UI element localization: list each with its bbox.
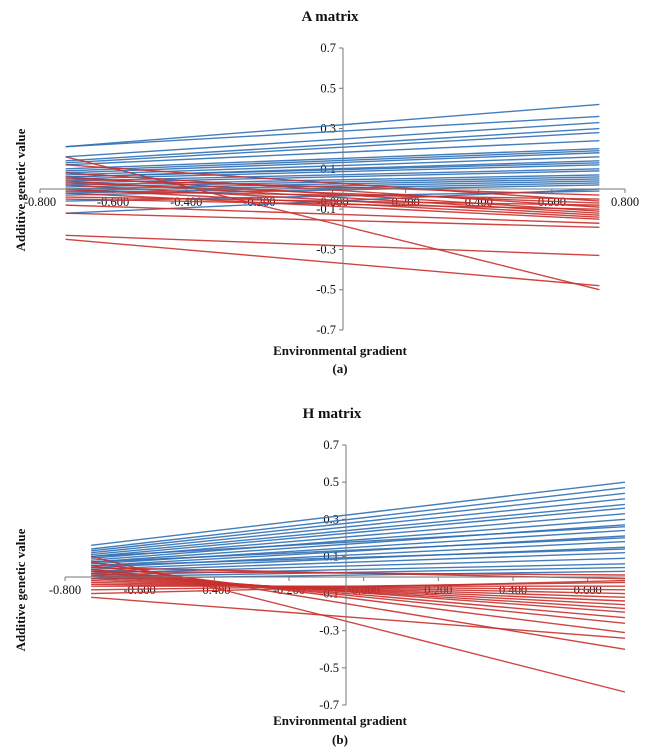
y-tick-label: -0.3	[319, 624, 339, 638]
series-line-blue	[65, 152, 600, 174]
x-tick-label: -0.800	[49, 583, 81, 597]
series-line-red	[65, 188, 600, 218]
series-line-blue	[65, 131, 600, 164]
y-tick-label: -0.7	[319, 698, 339, 712]
series-line-blue	[65, 139, 600, 166]
series-line-blue	[65, 182, 600, 194]
series-line-blue	[91, 537, 626, 563]
series-line-blue	[65, 156, 600, 176]
series-line-blue	[65, 178, 600, 190]
series-line-blue	[91, 548, 626, 567]
series-line-blue	[91, 563, 626, 576]
panel-caption: (b)	[332, 732, 348, 747]
x-axis-label: Environmental gradient	[273, 343, 407, 358]
series-line-red	[65, 238, 600, 287]
series-line-blue	[65, 176, 600, 188]
y-tick-label: 0.7	[320, 41, 336, 55]
series-line-red	[65, 234, 600, 257]
series-line-red	[65, 198, 600, 210]
series-line-red	[65, 184, 600, 216]
series-line-blue	[65, 127, 600, 162]
series-line-blue	[65, 103, 600, 148]
chart-title: A matrix	[301, 9, 359, 25]
y-tick-label: -0.7	[316, 323, 336, 337]
y-axis-label: Additive genetic value	[13, 128, 28, 251]
series-line-red	[91, 579, 626, 595]
x-axis-label: Environmental gradient	[273, 713, 407, 728]
series-line-red	[91, 572, 626, 613]
series-line-red	[91, 581, 626, 595]
series-line-blue	[91, 507, 626, 558]
panel-b: H matrix 0.70.50.30.1-0.1-0.3-0.5-0.7 -0…	[13, 406, 626, 747]
series-line-blue	[91, 524, 626, 563]
series-line-red	[65, 196, 600, 206]
series-line-blue	[91, 487, 626, 550]
series-line-red	[65, 212, 600, 228]
series-line-blue	[65, 115, 600, 148]
y-tick-label: 0.3	[320, 122, 336, 136]
series-line-blue	[91, 546, 626, 571]
series-line-blue	[91, 552, 626, 572]
series-line-blue	[91, 535, 626, 567]
series-line-red	[65, 172, 600, 208]
series-line-blue	[91, 492, 626, 552]
series-line-red	[91, 596, 626, 639]
series-line-red	[91, 576, 626, 606]
series-line-red	[65, 182, 600, 204]
panel-caption: (a)	[332, 361, 347, 376]
y-tick-label: -0.5	[316, 283, 336, 297]
series-line-red	[91, 579, 626, 598]
series-line-red	[91, 570, 626, 576]
panel-a: A matrix 0.70.50.30.1-0.1-0.3-0.5-0.7 -0…	[13, 9, 639, 376]
x-tick-label: 0.400	[499, 583, 527, 597]
series-line-blue	[91, 503, 626, 556]
x-tick-label: 0.800	[611, 195, 639, 209]
series-line-red	[91, 578, 626, 602]
series-line-blue	[91, 518, 626, 561]
series-line-blue	[65, 164, 600, 180]
series-line-red	[65, 204, 600, 224]
series-line-blue	[91, 526, 626, 558]
x-tick-label: -0.800	[24, 195, 56, 209]
y-axis-label: Additive genetic value	[13, 528, 28, 651]
series-line-red	[91, 581, 626, 591]
series-line-red	[65, 192, 600, 220]
series-line-blue	[91, 498, 626, 554]
y-tick-label: -0.5	[319, 661, 339, 675]
series-line-red	[91, 565, 626, 634]
series-line-blue	[65, 121, 600, 158]
y-tick-label: 0.5	[320, 81, 336, 95]
y-tick-label: 0.7	[323, 438, 339, 452]
series-line-blue	[91, 481, 626, 546]
series-line-blue	[91, 566, 626, 578]
series-line-red	[65, 164, 600, 202]
chart-title: H matrix	[303, 406, 362, 422]
series-line-red	[65, 190, 600, 200]
series-line-red	[91, 574, 626, 610]
series-line-blue	[91, 557, 626, 574]
series-line-red	[65, 176, 600, 212]
y-tick-label: 0.5	[323, 475, 339, 489]
series-line-blue	[65, 150, 600, 172]
series-line-blue	[65, 162, 600, 178]
series-line-red	[65, 178, 600, 196]
series-line-blue	[65, 148, 600, 170]
